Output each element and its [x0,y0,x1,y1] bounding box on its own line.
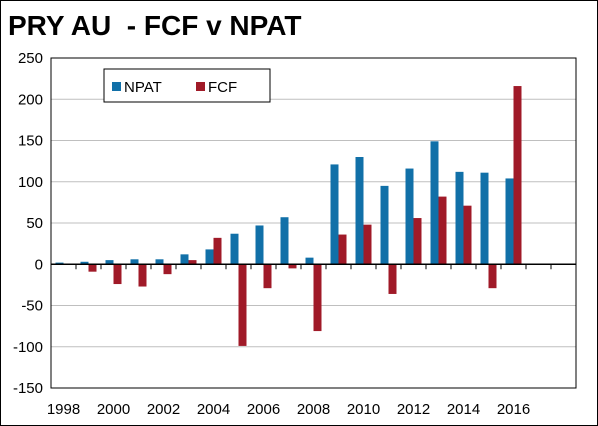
x-tick-label-2000: 2000 [97,401,130,418]
plot-area [50,57,577,389]
bar-fcf-2014 [463,205,472,265]
bar-fcf-1999 [88,264,97,272]
y-tick-label: -150 [13,380,43,397]
bar-fcf-2010 [363,224,372,265]
bar-npat-2013 [430,141,439,265]
x-axis-tick-labels: 1998 2000 2002 2004 2006 2008 2010 2012 2014 2016 [47,401,530,418]
x-tick-label-2012: 2012 [397,401,430,418]
y-tick-label: -100 [13,339,43,356]
bar-fcf-2015 [488,264,497,289]
legend: NPAT FCF [103,68,271,103]
bar-fcf-2004 [213,237,222,265]
bar-fcf-2005 [238,264,247,346]
bar-npat-2008 [305,257,314,265]
y-tick-label: 200 [18,91,43,108]
legend-swatch-fcf [196,82,205,91]
bar-npat-2002 [155,259,164,265]
bar-npat-2009 [330,164,339,265]
bar-fcf-2001 [138,264,147,287]
y-tick-label: 250 [18,50,43,67]
bar-npat-2016 [505,178,514,265]
bar-npat-1999 [80,261,89,265]
legend-swatch-npat [112,82,121,91]
bar-npat-2005 [230,233,239,265]
bar-npat-2015 [480,172,489,265]
chart-title: PRY AU - FCF v NPAT [8,10,302,41]
bar-npat-2004 [205,249,214,265]
x-tick-label-2004: 2004 [197,401,230,418]
y-tick-label: 100 [18,174,43,191]
bar-fcf-2013 [438,196,447,265]
bar-fcf-2006 [263,264,272,289]
y-axis-tick-labels: -150 -100 -50 0 50 100 150 200 250 [13,50,43,397]
x-tick-label-2014: 2014 [447,401,480,418]
bar-fcf-2007 [288,264,297,269]
x-tick-label-2016: 2016 [497,401,530,418]
x-tick-label-1998: 1998 [47,401,80,418]
bar-fcf-2003 [188,260,197,265]
legend-label-fcf: FCF [208,79,237,96]
bar-npat-2011 [380,185,389,265]
legend-box [103,68,271,103]
bar-npat-1998 [55,262,64,265]
bar-npat-2007 [280,217,289,265]
x-tick-label-2006: 2006 [247,401,280,418]
legend-label-npat: NPAT [124,79,162,96]
y-tick-label: -50 [21,298,43,315]
y-tick-label: 150 [18,133,43,150]
x-tick-label-2010: 2010 [347,401,380,418]
bar-npat-2010 [355,157,364,265]
bar-npat-2001 [130,259,139,265]
bar-fcf-2009 [338,234,347,265]
bar-fcf-2000 [113,264,122,285]
x-axis-ticks [50,264,577,270]
bar-npat-2006 [255,225,264,265]
bar-npat-2014 [455,171,464,265]
bar-npat-2012 [405,168,414,265]
y-tick-label: 50 [26,215,43,232]
x-tick-label-2002: 2002 [147,401,180,418]
bar-fcf-2008 [313,264,322,332]
bar-fcf-2016 [513,86,522,265]
bars [55,86,522,346]
bar-fcf-2012 [413,218,422,265]
x-tick-label-2008: 2008 [297,401,330,418]
bar-npat-2003 [180,254,189,265]
bar-fcf-2011 [388,264,397,294]
bar-npat-2000 [105,260,114,265]
y-tick-label: 0 [35,256,43,273]
bar-fcf-2002 [163,264,172,275]
